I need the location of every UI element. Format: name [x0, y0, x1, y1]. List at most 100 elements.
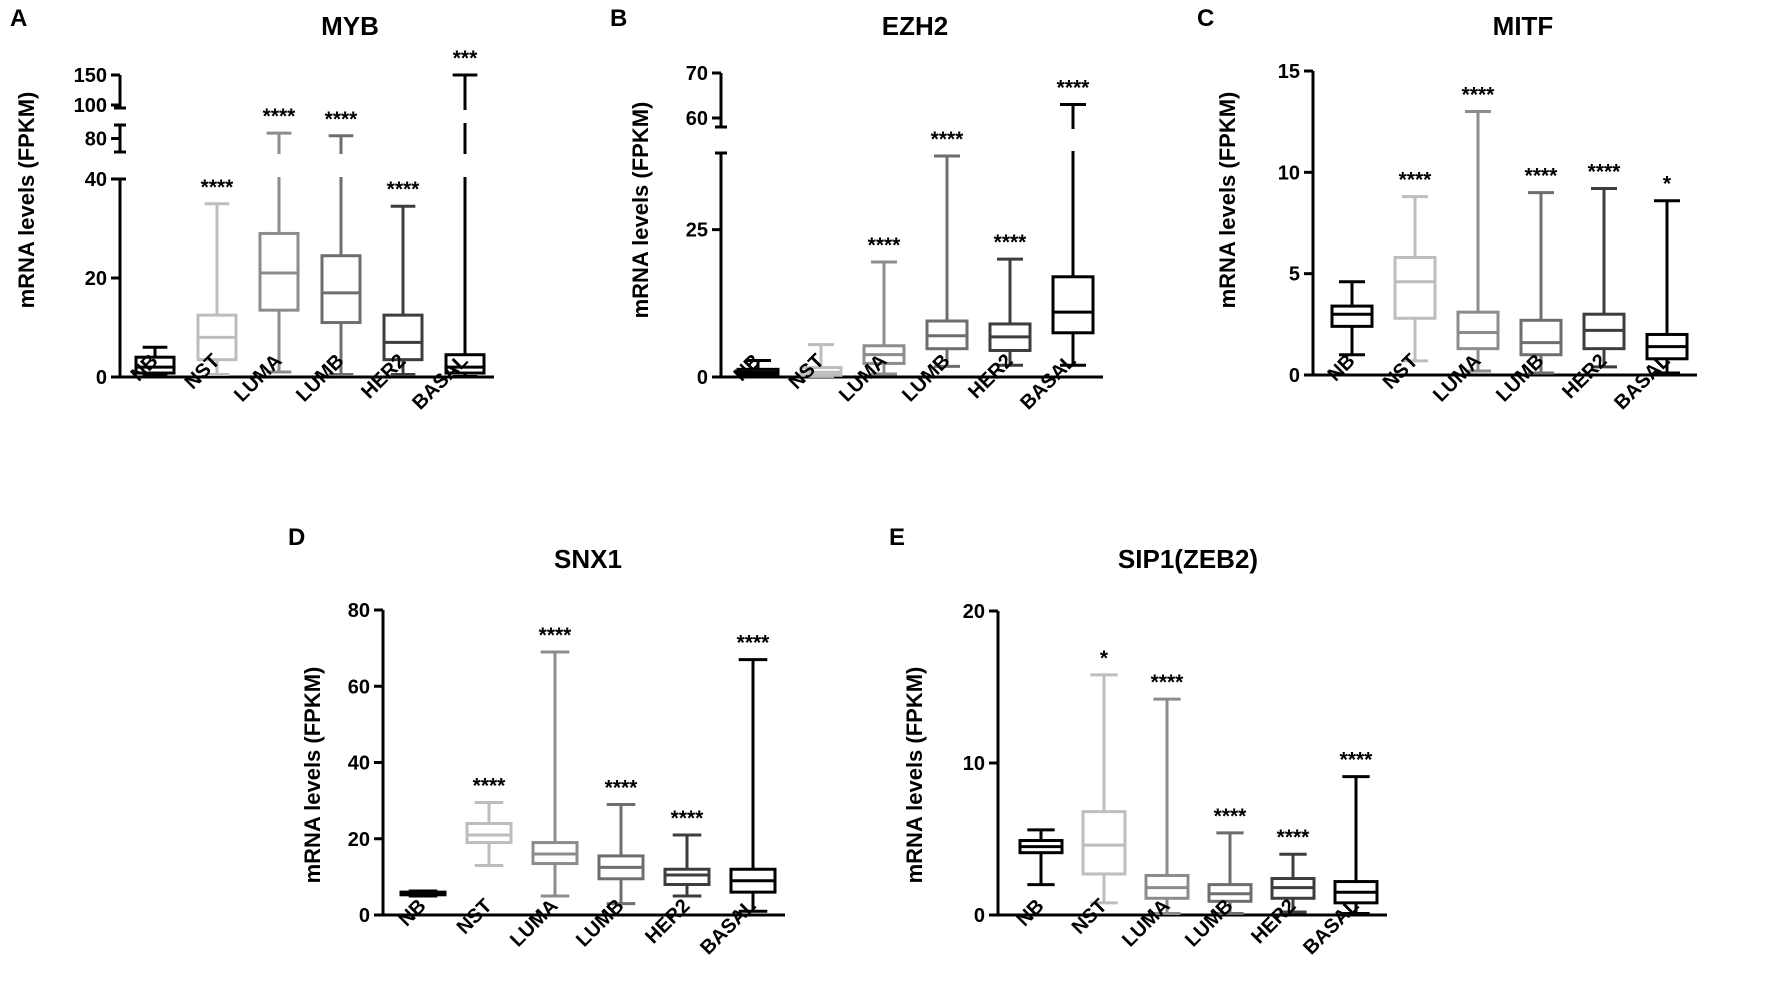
- box-lumb: ****: [597, 776, 645, 906]
- y-axis-label: mRNA levels (FPKM): [902, 667, 927, 884]
- category-label: BASAL: [1610, 350, 1674, 414]
- box-basal: ****: [1051, 77, 1095, 367]
- significance-label: ****: [1277, 826, 1311, 849]
- significance-label: ****: [1340, 749, 1374, 772]
- box-iqr: [1051, 275, 1095, 335]
- whisker-break-gap: [1070, 129, 1076, 151]
- y-tick-label: 0: [359, 905, 370, 927]
- category-label: HER2: [641, 895, 694, 948]
- chart-title: MYB: [321, 11, 379, 41]
- significance-label: *: [1663, 173, 1672, 196]
- y-axis-label: mRNA levels (FPKM): [1215, 92, 1240, 309]
- whisker-break-gap: [338, 154, 344, 177]
- box-lumb: ****: [1519, 165, 1563, 375]
- box-iqr: [663, 867, 711, 886]
- box-iqr: [465, 822, 513, 845]
- significance-label: *: [1100, 647, 1109, 670]
- panel-label: B: [610, 5, 627, 32]
- category-label: BASAL: [696, 895, 760, 959]
- significance-label: ****: [671, 807, 705, 830]
- category-label: NB: [1013, 895, 1049, 931]
- box-iqr: [320, 254, 362, 325]
- box-her2: ****: [382, 178, 424, 377]
- y-tick-label: 25: [686, 220, 708, 242]
- box-iqr: [1330, 304, 1374, 328]
- box-nb: [134, 345, 176, 378]
- y-axis-label: mRNA levels (FPKM): [628, 102, 653, 319]
- y-tick-label: 60: [348, 676, 370, 698]
- box-basal: ****: [729, 632, 777, 913]
- chart-title: EZH2: [882, 11, 948, 41]
- category-label: LUMB: [1492, 350, 1548, 406]
- box-basal: ****: [1333, 749, 1379, 915]
- category-label: LUMA: [1429, 350, 1485, 406]
- box-luma: ****: [862, 234, 906, 376]
- y-tick-label: 20: [963, 601, 985, 623]
- category-label: LUMB: [572, 895, 628, 951]
- box-luma: ****: [531, 624, 579, 898]
- category-label: HER2: [1247, 895, 1300, 948]
- significance-label: ****: [473, 775, 507, 798]
- box-nb: [399, 889, 447, 898]
- category-label: BASAL: [1016, 350, 1080, 414]
- panel-label: E: [889, 524, 905, 551]
- y-tick-label: 0: [974, 905, 985, 927]
- box-lumb: ****: [320, 108, 362, 377]
- panel-label: D: [288, 524, 305, 551]
- box-iqr: [1456, 310, 1500, 351]
- panel-label: A: [10, 5, 27, 32]
- category-label: LUMA: [506, 895, 562, 951]
- significance-label: ****: [868, 234, 902, 257]
- y-axis-label: mRNA levels (FPKM): [14, 92, 39, 309]
- y-tick-label: 20: [348, 829, 370, 851]
- panel-label: C: [1197, 5, 1214, 32]
- category-label: NB: [730, 350, 766, 386]
- y-tick-label: 5: [1289, 264, 1300, 286]
- y-tick-label: 60: [686, 108, 708, 130]
- box-luma: ****: [1144, 671, 1190, 915]
- significance-label: ****: [605, 776, 639, 799]
- y-tick-label: 40: [85, 169, 107, 191]
- y-tick-label: 20: [85, 268, 107, 290]
- y-tick-label: 40: [348, 753, 370, 775]
- significance-label: ****: [1525, 165, 1559, 188]
- significance-label: ***: [453, 47, 478, 70]
- box-luma: ****: [258, 105, 300, 374]
- significance-label: ****: [1151, 671, 1185, 694]
- category-label: LUMA: [1118, 895, 1174, 951]
- chart-title: SNX1: [554, 544, 622, 574]
- box-nb: [736, 358, 780, 378]
- box-nb: [1018, 828, 1064, 887]
- box-lumb: ****: [1207, 805, 1253, 915]
- box-basal: *: [1645, 173, 1689, 375]
- y-tick-label: 100: [74, 95, 107, 117]
- box-her2: ****: [988, 231, 1032, 367]
- y-tick-label: 150: [74, 65, 107, 87]
- y-axis-label: mRNA levels (FPKM): [300, 667, 325, 884]
- box-iqr: [1393, 255, 1437, 320]
- box-nst: ****: [1393, 169, 1437, 363]
- panel-a: A MYB mRNA levels (FPKM) 0 20 40 80 100 150 NB ***…: [10, 5, 494, 414]
- y-tick-label: 0: [697, 367, 708, 389]
- significance-label: ****: [931, 128, 965, 151]
- whisker-break-gap: [462, 110, 468, 123]
- category-label: NST: [453, 895, 497, 939]
- significance-label: ****: [1462, 84, 1496, 107]
- box-her2: ****: [1582, 161, 1626, 369]
- y-tick-label: 80: [85, 129, 107, 151]
- y-tick-label: 0: [1289, 365, 1300, 387]
- box-lumb: ****: [925, 128, 969, 368]
- box-her2: ****: [1270, 826, 1316, 914]
- box-nst: ****: [196, 176, 238, 377]
- significance-label: ****: [387, 178, 421, 201]
- y-tick-label: 10: [1278, 162, 1300, 184]
- significance-label: ****: [325, 108, 359, 131]
- box-nst: *: [1081, 647, 1127, 905]
- box-luma: ****: [1456, 84, 1500, 373]
- y-tick-label: 70: [686, 63, 708, 85]
- y-tick-label: 80: [348, 600, 370, 622]
- category-label: BASAL: [1299, 895, 1363, 959]
- category-label: NB: [127, 350, 163, 386]
